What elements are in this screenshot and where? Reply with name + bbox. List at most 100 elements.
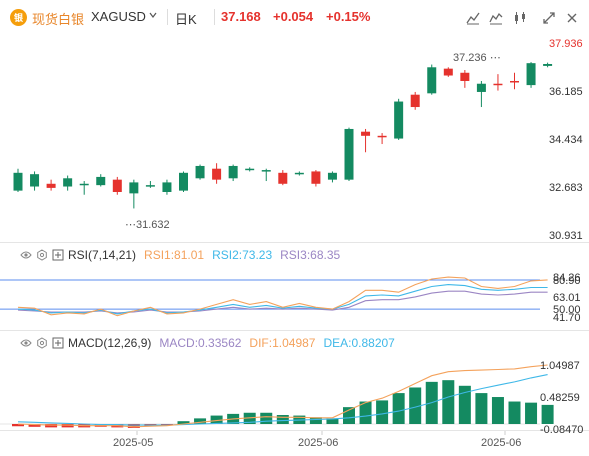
low-price-label: ⋯31.632 [125, 219, 170, 231]
checkbox-icon[interactable] [52, 249, 64, 261]
macd-bar [491, 397, 504, 424]
candle-body [443, 68, 453, 76]
settings-icon[interactable] [36, 249, 48, 261]
price-change-pct: +0.15% [326, 9, 371, 24]
price-tick-label: 34.434 [549, 134, 583, 146]
rsi1-value: RSI1:81.01 [144, 248, 205, 262]
rsi3-value: RSI3:68.35 [280, 248, 341, 262]
macd-bar [326, 418, 339, 424]
axes: 37.936 36.185 34.434 32.683 30.931 80.9084.26… [113, 38, 583, 449]
macd-bar [194, 418, 207, 424]
high-price-label: 37.236 ⋯ [453, 52, 501, 64]
candle-body [179, 172, 188, 191]
candle-style-icon[interactable] [511, 9, 529, 27]
macd-tick-label: 0.48259 [540, 392, 580, 404]
rsi-tick-label: 84.26 [553, 272, 581, 284]
time-tick-label: 2025-05 [113, 437, 153, 449]
macd-legend: MACD(12,26,9) MACD:0.33562 DIF:1.04987 D… [20, 335, 403, 351]
dea-line [17, 374, 548, 426]
candle-body [245, 168, 255, 171]
settings-icon[interactable] [36, 337, 48, 349]
candle-body [543, 63, 553, 66]
candle-body [46, 183, 56, 188]
candle-body [30, 174, 40, 187]
macd-pane [0, 364, 554, 428]
checkbox-icon[interactable] [52, 337, 64, 349]
macd-bar [127, 424, 140, 428]
candle-body [476, 83, 486, 92]
candle-body [410, 94, 420, 108]
macd-bar [243, 412, 256, 424]
candle-body [394, 101, 404, 139]
candle-body [145, 185, 155, 187]
macd-label: MACD(12,26,9) [68, 336, 152, 350]
macd-bar [508, 401, 521, 424]
price-change: +0.054 [273, 9, 314, 24]
candle-body [311, 171, 321, 184]
candle-body [526, 63, 536, 86]
macd-bar [541, 404, 554, 424]
candle-body [278, 172, 288, 184]
eye-icon[interactable] [20, 249, 32, 261]
macd-bar [458, 385, 471, 424]
macd-bar [525, 402, 538, 424]
candle-body [377, 135, 387, 138]
macd-bar [210, 415, 223, 424]
symbol-code[interactable]: XAGUSD [91, 9, 146, 24]
indicator-icon[interactable] [487, 9, 505, 27]
rsi-label: RSI(7,14,21) [68, 248, 137, 262]
candle-body [361, 131, 371, 136]
price-tick-label: 36.185 [549, 86, 583, 98]
macd-bar [392, 393, 405, 424]
candle-body [162, 182, 172, 192]
candle-body [327, 172, 337, 180]
candle-body [212, 168, 222, 180]
period-selector[interactable]: 日K [175, 12, 197, 27]
eye-icon[interactable] [20, 337, 32, 349]
price-tick-label: 37.936 [549, 38, 583, 50]
rsi-legend: RSI(7,14,21) RSI1:81.01 RSI2:73.23 RSI3:… [20, 247, 348, 263]
rsi1-line [17, 276, 548, 317]
close-icon[interactable] [563, 9, 581, 27]
chart-type-icon[interactable] [464, 9, 482, 27]
symbol-name[interactable]: 现货白银 [32, 12, 85, 27]
macd-bar [475, 393, 488, 424]
macd-tick-label: 1.04987 [540, 360, 580, 372]
macd-bar [260, 412, 273, 424]
last-price: 37.168 [221, 9, 261, 24]
candle-body [460, 72, 470, 81]
macd-tick-label: -0.08470 [540, 424, 583, 436]
candle-body [427, 67, 437, 94]
macd-bar [276, 415, 289, 424]
silver-coin-icon: 银 [10, 9, 27, 26]
candle-body [228, 165, 238, 179]
candle-body [344, 128, 354, 180]
rsi2-value: RSI2:73.23 [212, 248, 273, 262]
macd-bar [359, 401, 372, 424]
candle-body [195, 165, 205, 179]
divider [214, 9, 215, 25]
price-pane: 37.236 ⋯ ⋯31.632 [13, 52, 553, 231]
macd-bar [376, 400, 389, 424]
macd-bar [309, 417, 322, 424]
candle-body [129, 182, 139, 194]
dif-value: DIF:1.04987 [249, 336, 316, 350]
candle-body [294, 172, 304, 175]
candle-body [112, 179, 122, 192]
price-tick-label: 30.931 [549, 230, 583, 242]
fullscreen-icon[interactable] [540, 9, 558, 27]
rsi-tick-label: 63.01 [553, 292, 581, 304]
candle-body [63, 178, 73, 187]
macd-bar [28, 424, 41, 427]
candle-body [510, 80, 519, 83]
chevron-down-icon[interactable] [149, 11, 157, 19]
candle-body [96, 176, 106, 186]
rsi-tick-label: 41.70 [553, 312, 581, 324]
price-tick-label: 32.683 [549, 182, 583, 194]
rsi-tick-label: 80.90 [553, 275, 581, 287]
dif-line [17, 364, 548, 428]
rsi-tick-label: 50.00 [553, 304, 581, 316]
time-tick-label: 2025-06 [298, 437, 338, 449]
macd-bar [442, 380, 455, 424]
